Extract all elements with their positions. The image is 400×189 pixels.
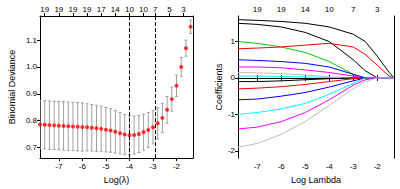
svg-text:0.7: 0.7	[26, 143, 38, 152]
svg-text:19: 19	[83, 5, 92, 14]
svg-text:7: 7	[351, 5, 356, 14]
svg-text:Log Lambda: Log Lambda	[291, 175, 341, 185]
svg-text:-5: -5	[302, 162, 310, 171]
svg-text:Log(λ): Log(λ)	[104, 175, 130, 185]
svg-text:5: 5	[167, 5, 172, 14]
svg-text:0: 0	[231, 73, 236, 82]
svg-text:-6: -6	[278, 162, 286, 171]
svg-text:14: 14	[301, 5, 310, 14]
svg-text:-2: -2	[173, 162, 181, 171]
svg-text:-6: -6	[79, 162, 87, 171]
svg-text:19: 19	[253, 5, 262, 14]
svg-text:-3: -3	[350, 162, 358, 171]
svg-text:19: 19	[277, 5, 286, 14]
svg-text:Binomial Deviance: Binomial Deviance	[7, 50, 17, 125]
svg-text:-1: -1	[228, 110, 236, 119]
svg-text:19: 19	[40, 5, 49, 14]
svg-text:-4: -4	[126, 162, 134, 171]
svg-text:1.0: 1.0	[26, 62, 38, 71]
svg-text:19: 19	[69, 5, 78, 14]
svg-text:3: 3	[375, 5, 380, 14]
svg-text:-5: -5	[102, 162, 110, 171]
svg-text:0.8: 0.8	[26, 116, 38, 125]
svg-text:10: 10	[125, 5, 134, 14]
svg-text:7: 7	[153, 5, 158, 14]
svg-text:1.1: 1.1	[26, 36, 38, 45]
svg-text:10: 10	[139, 5, 148, 14]
svg-text:-3: -3	[149, 162, 157, 171]
svg-text:1: 1	[231, 37, 236, 46]
svg-text:-4: -4	[326, 162, 334, 171]
svg-text:0.9: 0.9	[26, 89, 38, 98]
svg-text:10: 10	[325, 5, 334, 14]
svg-text:Coefficients: Coefficients	[214, 63, 224, 110]
svg-text:3: 3	[181, 5, 186, 14]
svg-text:-2: -2	[374, 162, 382, 171]
svg-text:-2: -2	[228, 146, 236, 155]
svg-text:19: 19	[54, 5, 63, 14]
svg-text:-7: -7	[55, 162, 63, 171]
svg-text:14: 14	[111, 5, 120, 14]
svg-text:-7: -7	[254, 162, 262, 171]
svg-text:17: 17	[97, 5, 106, 14]
